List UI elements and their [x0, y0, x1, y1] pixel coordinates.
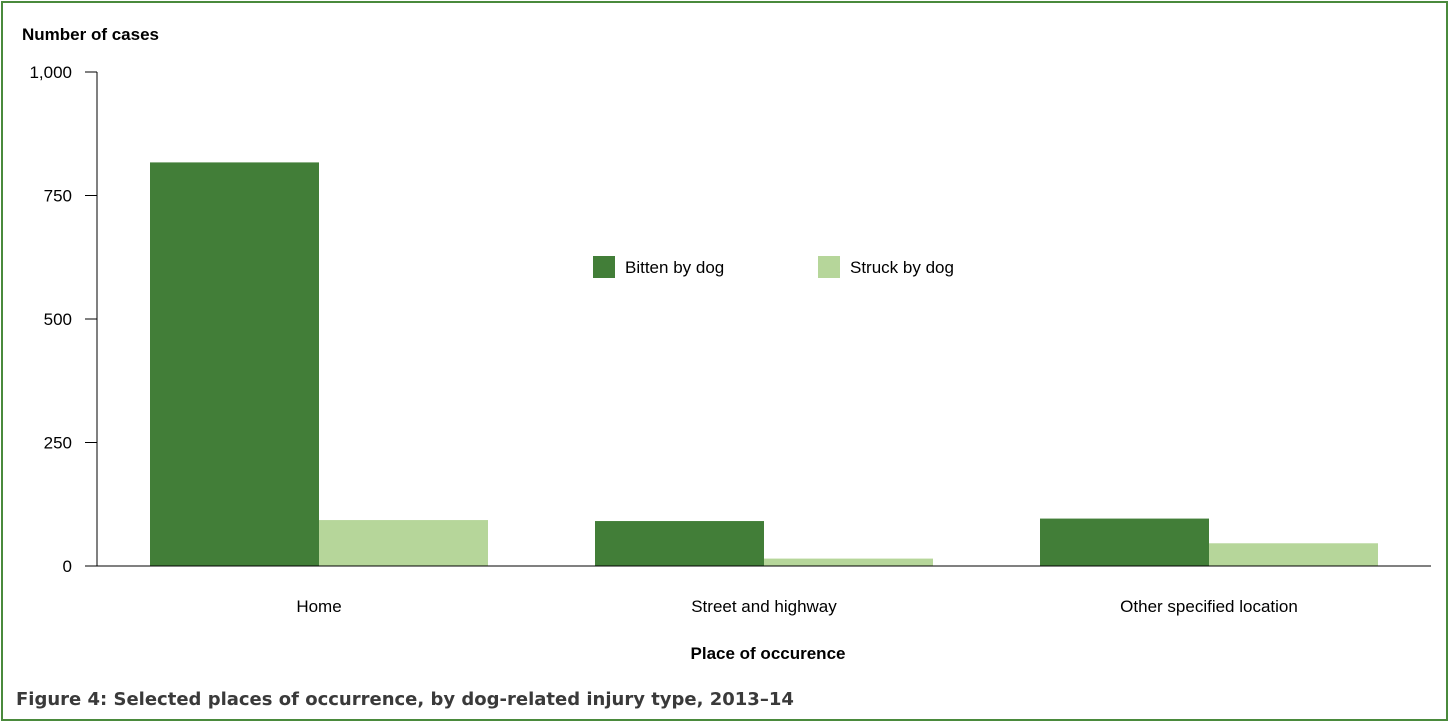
bars	[150, 162, 1378, 567]
legend-swatch	[593, 256, 615, 278]
legend-swatch	[818, 256, 840, 278]
bar-chart: Number of cases Place of occurence 0 250 5…	[22, 25, 1431, 663]
y-axis-title: Number of cases	[22, 25, 159, 44]
y-axis: 0 250 500 750 1,000	[29, 63, 98, 576]
bar-bitten	[150, 162, 319, 567]
figure-caption: Figure 4: Selected places of occurrence,…	[16, 689, 794, 710]
bar-struck	[319, 520, 488, 566]
x-tick-label: Street and highway	[691, 597, 837, 616]
y-tick-label: 1,000	[29, 63, 72, 82]
y-tick-label: 0	[63, 557, 72, 576]
x-tick-label: Home	[296, 597, 341, 616]
bar-bitten	[1040, 518, 1209, 566]
bar-struck	[764, 558, 933, 566]
y-tick-label: 250	[44, 434, 72, 453]
x-axis-title: Place of occurence	[691, 644, 846, 663]
bar-bitten	[595, 521, 764, 566]
legend-label: Struck by dog	[850, 258, 954, 277]
x-axis: Home Street and highway Other specified lo…	[97, 565, 1431, 616]
legend-label: Bitten by dog	[625, 258, 724, 277]
y-tick-label: 750	[44, 187, 72, 206]
legend: Bitten by dog Struck by dog	[593, 256, 954, 278]
x-tick-label: Other specified location	[1120, 597, 1298, 616]
bar-struck	[1209, 543, 1378, 566]
y-tick-label: 500	[44, 310, 72, 329]
